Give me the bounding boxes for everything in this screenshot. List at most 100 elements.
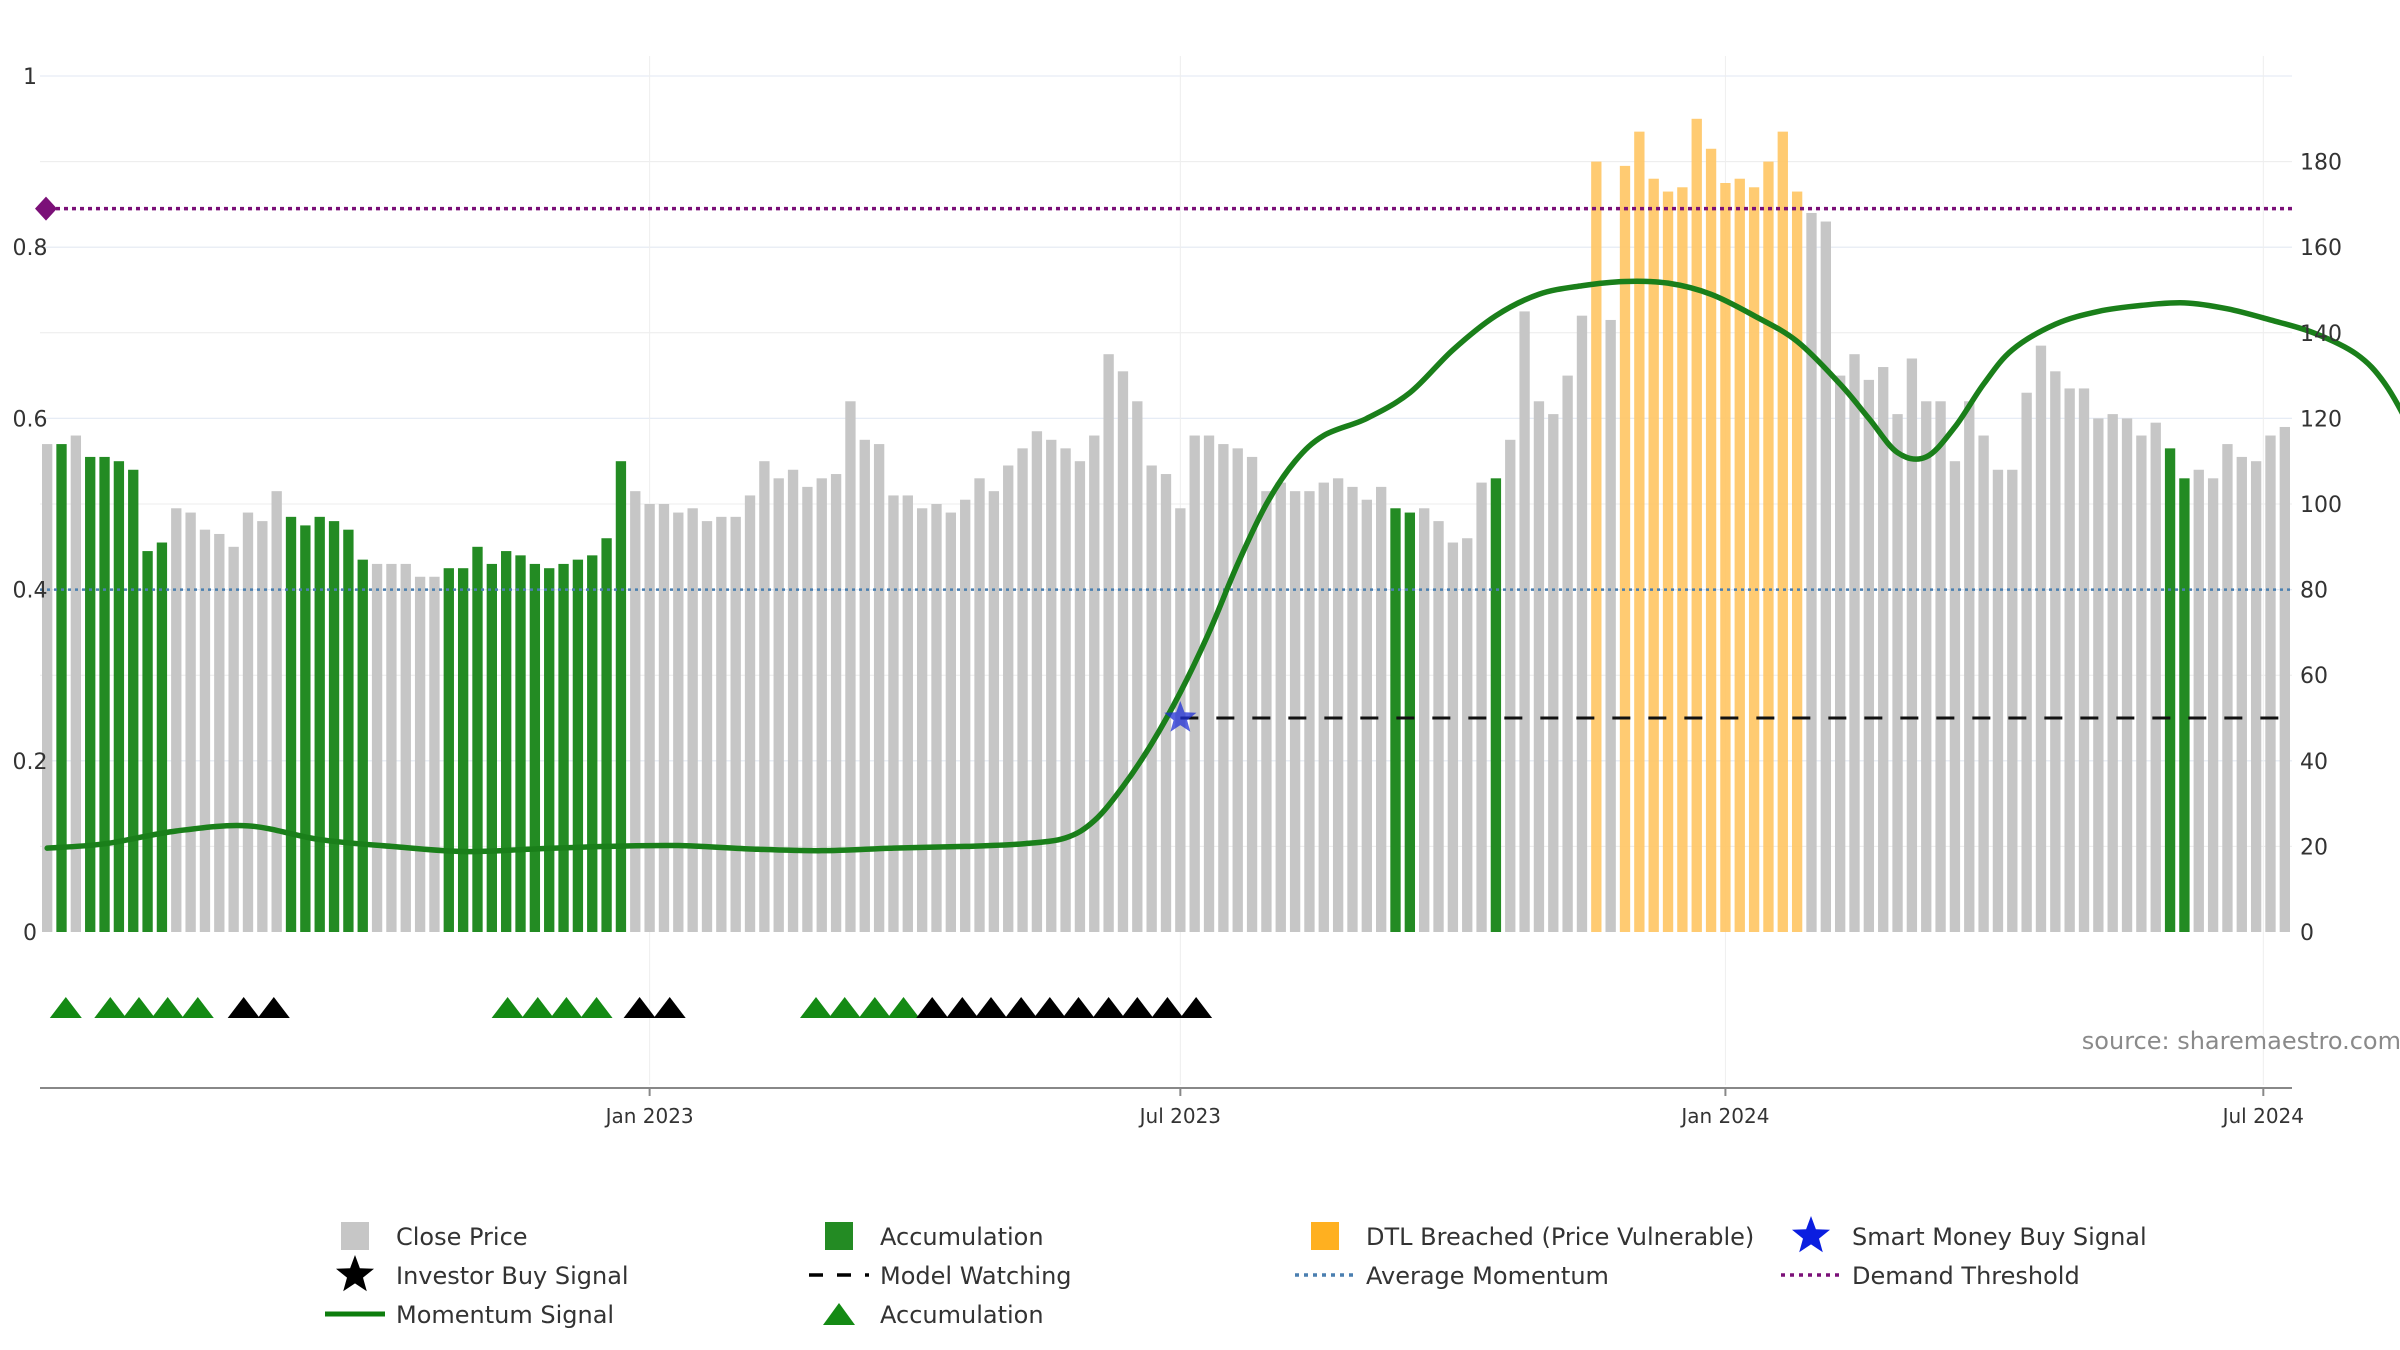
price-bar	[300, 525, 311, 932]
investor-buy-triangle	[1151, 997, 1184, 1018]
price-bar	[1806, 212, 1817, 932]
momentum-signal-layer	[44, 278, 2400, 855]
price-bar	[888, 495, 899, 932]
price-bar	[1132, 401, 1143, 932]
legend-item: Momentum Signal	[325, 1301, 614, 1329]
price-bar	[1619, 165, 1631, 932]
price-bar	[1720, 183, 1731, 932]
y-left-tick-label: 0.2	[13, 750, 48, 775]
legend: Close Price Accumulation DTL Breached (Pri…	[325, 1216, 2147, 1329]
price-bar	[945, 512, 957, 932]
price-bar	[2250, 461, 2262, 932]
price-bar	[2107, 414, 2118, 932]
price-bar	[1505, 439, 1516, 932]
price-bar	[2193, 469, 2204, 932]
price-bar	[1935, 401, 1946, 932]
price-bar	[1648, 178, 1659, 933]
y-right-tick-label: 60	[2300, 664, 2328, 689]
price-bar	[558, 563, 569, 932]
y-right-tick-label: 0	[2300, 921, 2314, 946]
legend-item: DTL Breached (Price Vulnerable)	[1311, 1222, 1754, 1251]
price-bar	[1777, 131, 1788, 932]
price-bar	[1089, 435, 1100, 932]
legend-label: Model Watching	[880, 1262, 1072, 1290]
y-right-tick-label: 180	[2300, 151, 2342, 176]
price-bar	[2207, 478, 2219, 932]
price-bar	[171, 508, 182, 932]
accumulation-triangle	[887, 997, 920, 1018]
price-bar	[2279, 426, 2290, 932]
accumulation-triangle	[800, 997, 833, 1018]
axes: 0 0.2 0.4 0.6 0.8 1 0 20 40 60 80 100 120 140 160 180 Ja…	[13, 65, 2343, 1128]
price-bar	[2179, 478, 2190, 932]
price-bar	[572, 559, 584, 932]
price-bar	[1748, 187, 1760, 932]
price-bar	[429, 576, 440, 932]
price-bar	[1820, 221, 1831, 932]
price-bar	[830, 474, 842, 932]
reference-lines	[35, 196, 2292, 720]
price-bar	[156, 542, 168, 932]
price-bar	[1835, 375, 1846, 933]
accumulation-triangle	[521, 997, 554, 1018]
investor-buy-triangle	[227, 997, 260, 1018]
price-bar	[457, 568, 469, 932]
price-bar	[328, 521, 340, 932]
legend-label: Average Momentum	[1366, 1262, 1609, 1290]
price-bar	[1261, 491, 1272, 932]
price-bar	[214, 533, 225, 932]
price-bar	[1462, 538, 1473, 932]
price-bar	[314, 516, 325, 932]
price-bar	[1978, 435, 1989, 932]
legend-triangle-icon	[823, 1303, 855, 1325]
legend-label: Investor Buy Signal	[396, 1262, 629, 1290]
price-bar	[1476, 482, 1487, 932]
price-bar	[802, 486, 813, 932]
price-bar	[960, 499, 971, 932]
price-bar	[357, 559, 368, 932]
accumulation-triangle	[491, 997, 524, 1018]
investor-buy-triangle	[1062, 997, 1095, 1018]
price-bar	[443, 568, 454, 932]
y-left-tick-label: 0.8	[13, 236, 48, 261]
price-bar	[859, 439, 870, 932]
price-bar	[1849, 354, 1860, 932]
price-bar	[1031, 431, 1043, 932]
price-bar	[70, 435, 82, 932]
price-bar	[2265, 435, 2276, 932]
price-bar	[1060, 448, 1071, 932]
legend-swatch-dtl	[1311, 1222, 1339, 1250]
price-bar	[242, 512, 254, 932]
investor-buy-triangle	[1005, 997, 1038, 1018]
price-bar	[1677, 187, 1688, 932]
price-bars	[42, 118, 2290, 933]
price-bar	[1921, 401, 1932, 932]
price-bar	[414, 576, 426, 932]
x-tick-label: Jan 2023	[604, 1104, 694, 1128]
price-bar	[1519, 311, 1530, 932]
demand-threshold-marker	[35, 196, 57, 221]
price-bar	[845, 401, 856, 932]
y-right-tick-label: 160	[2300, 236, 2342, 261]
price-bar	[1763, 161, 1774, 933]
source-label: source: sharemaestro.com	[2082, 1027, 2400, 1055]
price-bar	[1447, 542, 1459, 932]
investor-buy-triangle	[916, 997, 949, 1018]
legend-item: Accumulation	[825, 1222, 1044, 1251]
price-bar	[400, 563, 411, 932]
accumulation-triangle	[580, 997, 613, 1018]
price-bar	[2222, 444, 2233, 932]
price-bar	[1562, 375, 1573, 933]
legend-item: Demand Threshold	[1781, 1262, 2080, 1290]
price-bar	[701, 521, 713, 932]
price-bar	[1003, 465, 1014, 932]
price-bar	[1992, 469, 2004, 932]
y-right-tick-label: 40	[2300, 750, 2328, 775]
x-tick-label: Jan 2024	[1679, 1104, 1769, 1128]
investor-buy-triangle	[257, 997, 290, 1018]
price-bar	[2136, 435, 2147, 932]
price-bar	[2007, 469, 2018, 932]
price-bar	[601, 538, 612, 932]
price-bar	[1878, 367, 1889, 932]
price-bar	[2050, 371, 2061, 932]
